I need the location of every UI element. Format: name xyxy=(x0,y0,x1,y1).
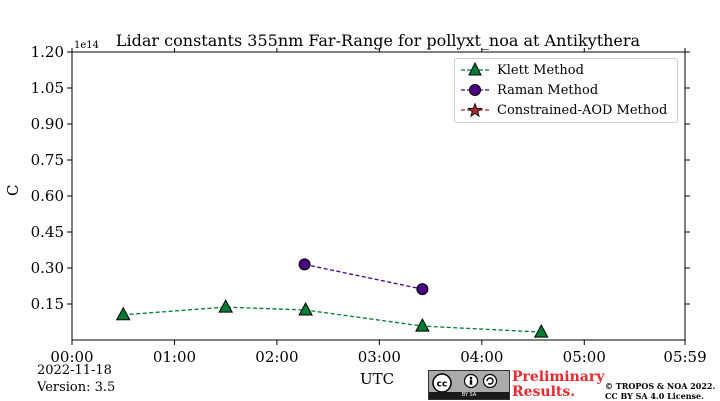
klett-marker-icon xyxy=(461,61,489,76)
y-tick-label: 0.75 xyxy=(31,151,64,169)
legend-item-constrained: Constrained-AOD Method xyxy=(455,100,677,120)
copyright-line2: CC BY SA 4.0 License. xyxy=(605,391,704,401)
footer-date: 2022-11-18 xyxy=(37,363,112,378)
preliminary-line1: Preliminary xyxy=(512,369,605,385)
y-tick-labels: 0.15 0.30 0.45 0.60 0.75 0.90 1.05 1.20 xyxy=(31,43,64,313)
raman-methodline xyxy=(304,263,423,290)
raman-methodpoint xyxy=(416,283,429,296)
constrained-marker-icon xyxy=(461,102,489,118)
y-tick-label: 0.15 xyxy=(31,295,64,313)
chart-title: Lidar constants 355nm Far-Range for poll… xyxy=(115,31,641,50)
svg-text:cc: cc xyxy=(437,380,448,390)
klett-methodpoint xyxy=(298,301,313,316)
raman-marker-icon xyxy=(461,84,489,96)
preliminary-line2: Results. xyxy=(512,384,576,400)
x-tick-label: 05:00 xyxy=(563,348,606,366)
legend-label-klett: Klett Method xyxy=(497,63,584,78)
y-tick-label: 0.60 xyxy=(31,187,64,205)
copyright-line1: © TROPOS & NOA 2022. xyxy=(605,381,716,391)
legend-item-raman: Raman Method xyxy=(455,80,677,100)
x-tick-label: 05:59 xyxy=(663,348,706,366)
legend: Klett Method Raman Method Constrained-AO… xyxy=(454,58,678,123)
footer-version: Version: 3.5 xyxy=(37,380,116,395)
legend-label-constrained: Constrained-AOD Method xyxy=(497,103,668,118)
y-multiplier: 1e14 xyxy=(74,40,100,51)
klett-methodpoint xyxy=(533,324,549,338)
x-tick-label: 04:00 xyxy=(460,348,503,366)
x-tick-label: 03:00 xyxy=(358,348,401,366)
x-axis-label: UTC xyxy=(360,370,395,388)
klett-methodline xyxy=(123,306,542,333)
y-tick-label: 0.90 xyxy=(31,115,64,133)
legend-label-raman: Raman Method xyxy=(497,83,599,98)
klett-methodpoint xyxy=(115,306,131,321)
cc-license-badge: cc BY SA xyxy=(428,370,510,400)
y-tick-label: 0.45 xyxy=(31,223,64,241)
cc-badge-caption: BY SA xyxy=(429,392,509,399)
raman-methodpoint xyxy=(298,258,311,271)
plot-axes xyxy=(67,48,690,345)
cc-license-icon: cc xyxy=(432,373,498,393)
y-tick-label: 1.05 xyxy=(31,79,64,97)
x-tick-label: 01:00 xyxy=(153,348,196,366)
y-axis-label: C xyxy=(4,184,22,196)
y-tick-label: 0.30 xyxy=(31,259,64,277)
x-tick-label: 00:00 xyxy=(50,348,93,366)
klett-methodpoint xyxy=(218,299,234,313)
x-tick-labels: 00:00 01:00 02:00 03:00 04:00 05:00 05:59 xyxy=(50,348,706,366)
legend-item-klett: Klett Method xyxy=(455,60,677,80)
series-layer xyxy=(115,258,549,338)
y-tick-label: 1.20 xyxy=(31,43,64,61)
x-tick-label: 02:00 xyxy=(255,348,298,366)
klett-methodpoint xyxy=(415,318,430,332)
